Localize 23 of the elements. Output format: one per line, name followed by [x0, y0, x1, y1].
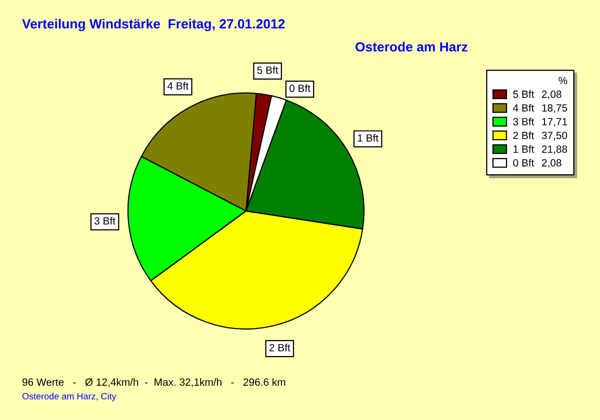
- slice-label: 1 Bft: [358, 134, 378, 142]
- legend-label: 4 Bft: [513, 104, 534, 112]
- data-label: 18,75: [542, 104, 568, 113]
- data-label: 21,88: [542, 145, 568, 154]
- legend-label: 3 Bft: [513, 118, 534, 126]
- slice-label: 5 Bft: [257, 66, 278, 74]
- data-label: 17,71: [542, 118, 568, 127]
- text: Osterode am Harz, City: [22, 392, 116, 402]
- text: 96 Werte - Ø 12,4km/h - Max. 32,1km/h - 296.6 km: [22, 378, 286, 388]
- legend-label: 2 Bft: [513, 131, 534, 140]
- data-label: 2,08: [542, 159, 562, 168]
- legend-label: 0 Bft: [513, 158, 534, 167]
- chart-title: Verteilung Windstärke Freitag, 27.01.2012: [22, 18, 285, 32]
- slice-label: 0 Bft: [289, 84, 310, 92]
- legend-label: 1 Bft: [514, 145, 534, 153]
- chart-subtitle: Osterode am Harz: [356, 42, 468, 52]
- slice-label: 4 Bft: [167, 82, 189, 90]
- data-label: 2,08: [542, 90, 562, 100]
- data-label: 37,50: [542, 132, 568, 140]
- slice-label: 3 Bft: [94, 216, 116, 225]
- slice-label: 2 Bft: [269, 344, 290, 352]
- legend-title: %: [558, 76, 568, 84]
- legend-label: 5 Bft: [513, 90, 534, 98]
